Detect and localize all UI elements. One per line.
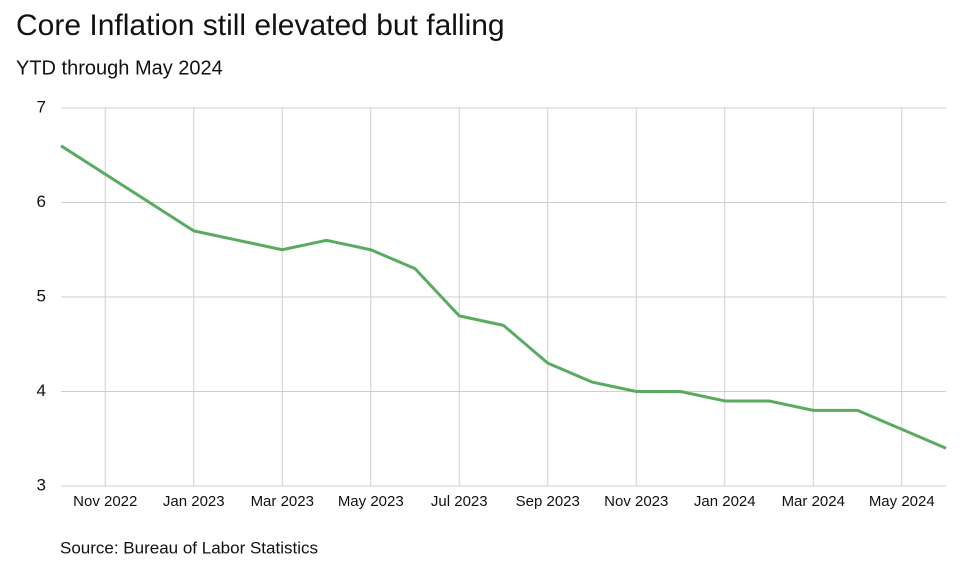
source-note: Source: Bureau of Labor Statistics bbox=[60, 538, 318, 557]
x-tick-label: Jul 2023 bbox=[431, 493, 488, 510]
x-tick-label: May 2023 bbox=[338, 493, 404, 510]
x-tick-label: May 2024 bbox=[869, 493, 935, 510]
y-tick-label: 5 bbox=[37, 286, 46, 305]
x-tick-label: Nov 2022 bbox=[73, 493, 137, 510]
x-tick-label: Mar 2024 bbox=[782, 493, 845, 510]
x-tick-label: Nov 2023 bbox=[604, 493, 668, 510]
x-tick-label: Jan 2023 bbox=[163, 493, 225, 510]
chart-subtitle: YTD through May 2024 bbox=[16, 57, 223, 79]
x-tick-label: Sep 2023 bbox=[516, 493, 580, 510]
y-tick-label: 6 bbox=[37, 192, 46, 211]
y-tick-label: 3 bbox=[37, 475, 46, 494]
chart-title: Core Inflation still elevated but fallin… bbox=[16, 9, 505, 42]
y-tick-label: 7 bbox=[37, 97, 46, 116]
x-tick-label: Jan 2024 bbox=[694, 493, 756, 510]
data-line bbox=[60, 144, 947, 450]
x-tick-label: Mar 2023 bbox=[251, 493, 314, 510]
y-tick-label: 4 bbox=[37, 381, 46, 400]
